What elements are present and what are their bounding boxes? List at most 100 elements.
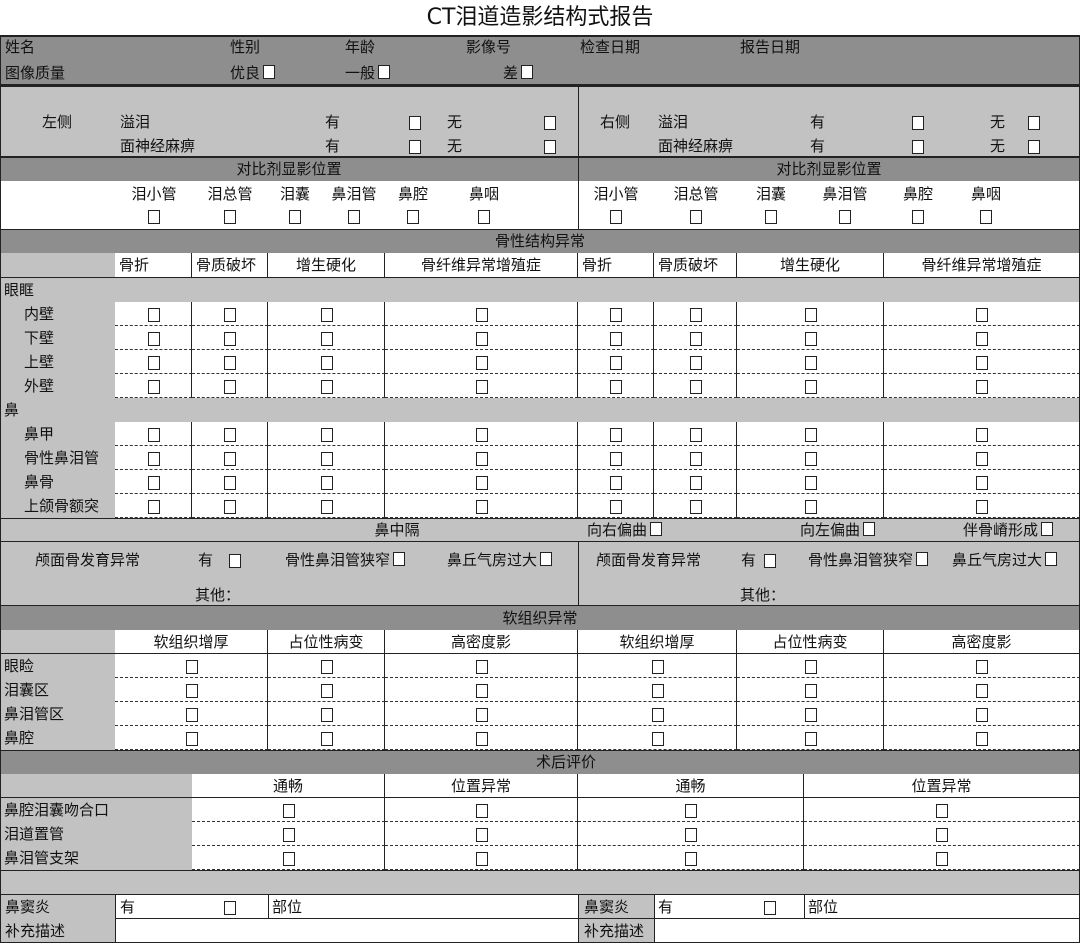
- checkbox[interactable]: [224, 210, 236, 224]
- checkbox[interactable]: [976, 500, 988, 514]
- checkbox[interactable]: [650, 522, 663, 536]
- checkbox[interactable]: [912, 116, 924, 130]
- checkbox[interactable]: [378, 65, 391, 79]
- checkbox[interactable]: [475, 804, 488, 818]
- checkbox[interactable]: [610, 500, 622, 514]
- checkbox[interactable]: [475, 380, 488, 394]
- checkbox[interactable]: [475, 332, 488, 346]
- checkbox[interactable]: [610, 210, 622, 224]
- checkbox[interactable]: [147, 500, 160, 514]
- checkbox[interactable]: [764, 554, 776, 568]
- checkbox[interactable]: [320, 356, 333, 370]
- checkbox[interactable]: [804, 708, 817, 722]
- checkbox[interactable]: [475, 452, 488, 466]
- checkbox[interactable]: [610, 476, 622, 490]
- checkbox[interactable]: [147, 380, 160, 394]
- checkbox[interactable]: [475, 684, 488, 698]
- checkbox[interactable]: [804, 660, 817, 674]
- checkbox[interactable]: [936, 828, 948, 842]
- checkbox[interactable]: [1028, 140, 1040, 154]
- checkbox[interactable]: [148, 210, 160, 224]
- checkbox[interactable]: [224, 308, 236, 322]
- checkbox[interactable]: [224, 901, 236, 915]
- checkbox[interactable]: [690, 210, 702, 224]
- checkbox[interactable]: [521, 65, 534, 79]
- checkbox[interactable]: [976, 732, 988, 746]
- checkbox[interactable]: [765, 210, 777, 224]
- checkbox[interactable]: [282, 828, 295, 842]
- checkbox[interactable]: [475, 308, 488, 322]
- checkbox[interactable]: [320, 476, 333, 490]
- checkbox[interactable]: [320, 332, 333, 346]
- checkbox[interactable]: [976, 332, 988, 346]
- checkbox[interactable]: [320, 428, 333, 442]
- checkbox[interactable]: [475, 732, 488, 746]
- checkbox[interactable]: [976, 452, 988, 466]
- checkbox[interactable]: [689, 428, 702, 442]
- checkbox[interactable]: [475, 500, 488, 514]
- checkbox[interactable]: [544, 140, 556, 154]
- checkbox[interactable]: [685, 804, 697, 818]
- checkbox[interactable]: [544, 116, 556, 130]
- checkbox[interactable]: [320, 708, 333, 722]
- checkbox[interactable]: [475, 708, 488, 722]
- checkbox[interactable]: [651, 732, 664, 746]
- checkbox[interactable]: [1045, 552, 1058, 566]
- checkbox[interactable]: [610, 452, 622, 466]
- checkbox[interactable]: [689, 380, 702, 394]
- checkbox[interactable]: [147, 332, 160, 346]
- checkbox[interactable]: [409, 116, 421, 130]
- checkbox[interactable]: [863, 522, 876, 536]
- checkbox[interactable]: [320, 308, 333, 322]
- checkbox[interactable]: [348, 210, 360, 224]
- checkbox[interactable]: [689, 308, 702, 322]
- checkbox[interactable]: [976, 428, 988, 442]
- checkbox[interactable]: [147, 476, 160, 490]
- checkbox[interactable]: [764, 901, 776, 915]
- checkbox[interactable]: [224, 500, 236, 514]
- checkbox[interactable]: [936, 852, 948, 866]
- checkbox[interactable]: [689, 476, 702, 490]
- checkbox[interactable]: [610, 308, 622, 322]
- checkbox[interactable]: [475, 660, 488, 674]
- checkbox[interactable]: [804, 428, 817, 442]
- checkbox[interactable]: [475, 852, 488, 866]
- checkbox[interactable]: [224, 452, 236, 466]
- checkbox[interactable]: [1041, 522, 1054, 536]
- checkbox[interactable]: [1028, 116, 1040, 130]
- checkbox[interactable]: [229, 554, 241, 568]
- checkbox[interactable]: [689, 452, 702, 466]
- checkbox[interactable]: [916, 552, 929, 566]
- checkbox[interactable]: [839, 210, 851, 224]
- checkbox[interactable]: [804, 684, 817, 698]
- checkbox[interactable]: [976, 380, 988, 394]
- checkbox[interactable]: [976, 684, 988, 698]
- checkbox[interactable]: [289, 210, 301, 224]
- checkbox[interactable]: [804, 356, 817, 370]
- checkbox[interactable]: [976, 308, 988, 322]
- checkbox[interactable]: [651, 684, 664, 698]
- checkbox[interactable]: [610, 380, 622, 394]
- checkbox[interactable]: [147, 452, 160, 466]
- checkbox[interactable]: [689, 332, 702, 346]
- checkbox[interactable]: [478, 210, 490, 224]
- checkbox[interactable]: [936, 804, 948, 818]
- checkbox[interactable]: [804, 476, 817, 490]
- checkbox[interactable]: [282, 852, 295, 866]
- checkbox[interactable]: [804, 732, 817, 746]
- checkbox[interactable]: [804, 308, 817, 322]
- checkbox[interactable]: [976, 708, 988, 722]
- checkbox[interactable]: [407, 210, 419, 224]
- checkbox[interactable]: [689, 356, 702, 370]
- checkbox[interactable]: [804, 380, 817, 394]
- checkbox[interactable]: [651, 708, 664, 722]
- checkbox[interactable]: [224, 476, 236, 490]
- checkbox[interactable]: [540, 552, 553, 566]
- checkbox[interactable]: [185, 708, 198, 722]
- checkbox[interactable]: [976, 660, 988, 674]
- checkbox[interactable]: [976, 356, 988, 370]
- checkbox[interactable]: [224, 428, 236, 442]
- checkbox[interactable]: [912, 210, 924, 224]
- checkbox[interactable]: [651, 660, 664, 674]
- checkbox[interactable]: [224, 356, 236, 370]
